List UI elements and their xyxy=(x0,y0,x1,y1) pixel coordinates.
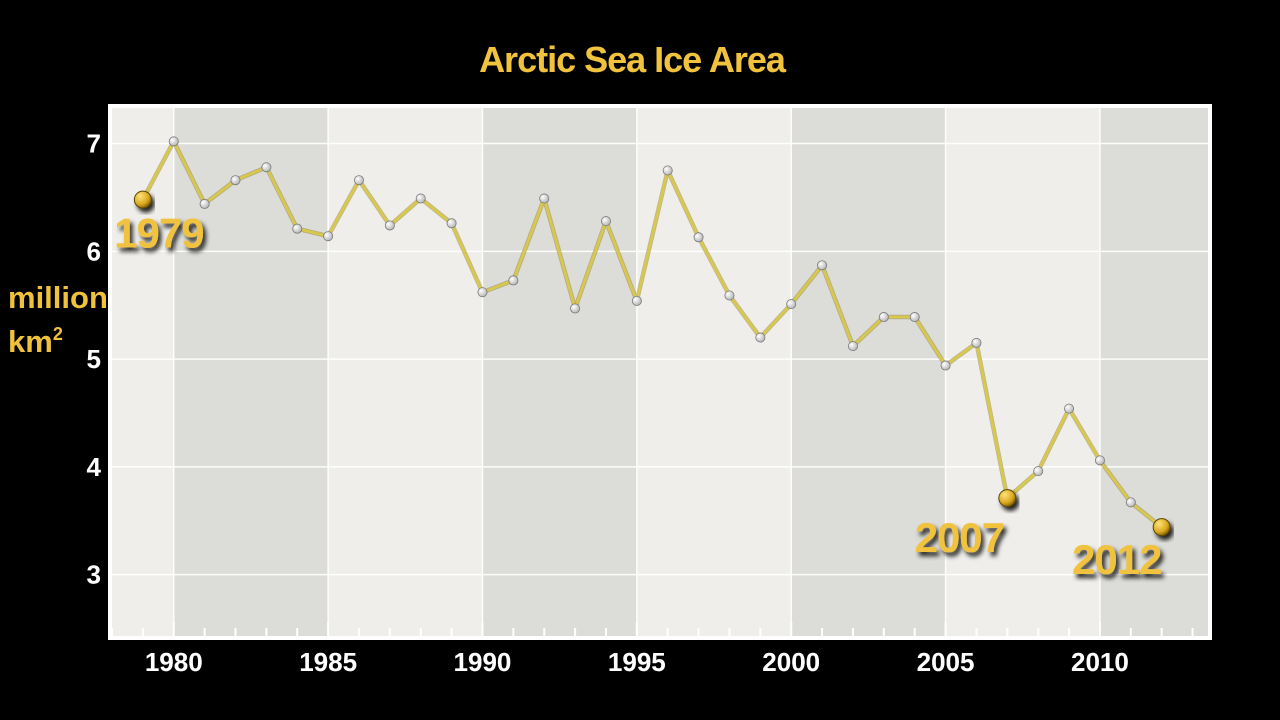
data-point xyxy=(786,299,797,310)
callout-label-2007: 2007 xyxy=(915,514,1004,561)
data-point xyxy=(909,312,920,323)
data-point xyxy=(384,220,395,231)
y-tick-label: 6 xyxy=(87,236,101,266)
x-tick-label: 1990 xyxy=(454,647,512,677)
plot-band xyxy=(1099,108,1208,636)
y-tick-label: 5 xyxy=(87,344,101,374)
data-point xyxy=(693,232,704,243)
data-point xyxy=(446,218,457,229)
grid-lines xyxy=(112,108,1208,636)
data-point xyxy=(817,260,828,271)
y-axis-label-line2: km2 xyxy=(8,324,63,359)
data-point xyxy=(230,175,241,186)
x-tick-label: 1980 xyxy=(145,647,203,677)
x-axis: 1980 1985 1990 1995 2000 2005 2010 xyxy=(111,622,1194,677)
chart-title: Arctic Sea Ice Area xyxy=(479,39,787,80)
data-point xyxy=(1094,455,1105,466)
y-axis-label-unit: km xyxy=(8,324,53,359)
y-axis-label-line1: million xyxy=(8,280,108,315)
data-point xyxy=(415,193,426,204)
plot-band xyxy=(791,108,946,636)
highlight-point-1979 xyxy=(133,190,152,209)
highlight-point-2012 xyxy=(1152,518,1171,537)
callouts: 1979 2007 2012 xyxy=(114,190,1171,583)
highlight-point-2007 xyxy=(998,489,1017,508)
data-point xyxy=(570,303,581,314)
data-point xyxy=(477,287,488,298)
data-point xyxy=(323,231,334,242)
data-point xyxy=(878,312,889,323)
y-tick-label: 4 xyxy=(87,452,102,482)
data-point xyxy=(353,175,364,186)
y-tick-label: 3 xyxy=(87,560,101,590)
data-point xyxy=(508,275,519,286)
data-point xyxy=(261,162,272,173)
plot-bands xyxy=(173,108,1208,636)
callout-label-1979: 1979 xyxy=(114,210,203,257)
data-point xyxy=(1033,466,1044,477)
data-point xyxy=(1125,497,1136,508)
data-point xyxy=(199,198,210,209)
data-point xyxy=(724,290,735,301)
y-axis: 3 4 5 6 7 xyxy=(87,129,102,590)
data-point xyxy=(847,341,858,352)
data-point xyxy=(539,193,550,204)
data-point xyxy=(940,360,951,371)
data-point xyxy=(168,136,179,147)
y-axis-label-superscript: 2 xyxy=(53,324,63,344)
x-tick-label: 2005 xyxy=(917,647,975,677)
callout-label-2012: 2012 xyxy=(1072,536,1161,583)
y-tick-label: 7 xyxy=(87,129,101,159)
series-line xyxy=(141,140,1163,529)
x-tick-label: 1995 xyxy=(608,647,666,677)
x-tick-label: 1985 xyxy=(299,647,357,677)
data-point xyxy=(631,295,642,306)
series-area-ice xyxy=(140,136,1164,529)
x-tick-label: 2000 xyxy=(762,647,820,677)
data-point xyxy=(600,216,611,227)
data-point xyxy=(292,223,303,234)
data-point xyxy=(1064,403,1075,414)
plot-band xyxy=(482,108,637,636)
data-point xyxy=(662,165,673,176)
data-point xyxy=(755,332,766,343)
x-tick-label: 2010 xyxy=(1071,647,1129,677)
data-point xyxy=(971,337,982,348)
